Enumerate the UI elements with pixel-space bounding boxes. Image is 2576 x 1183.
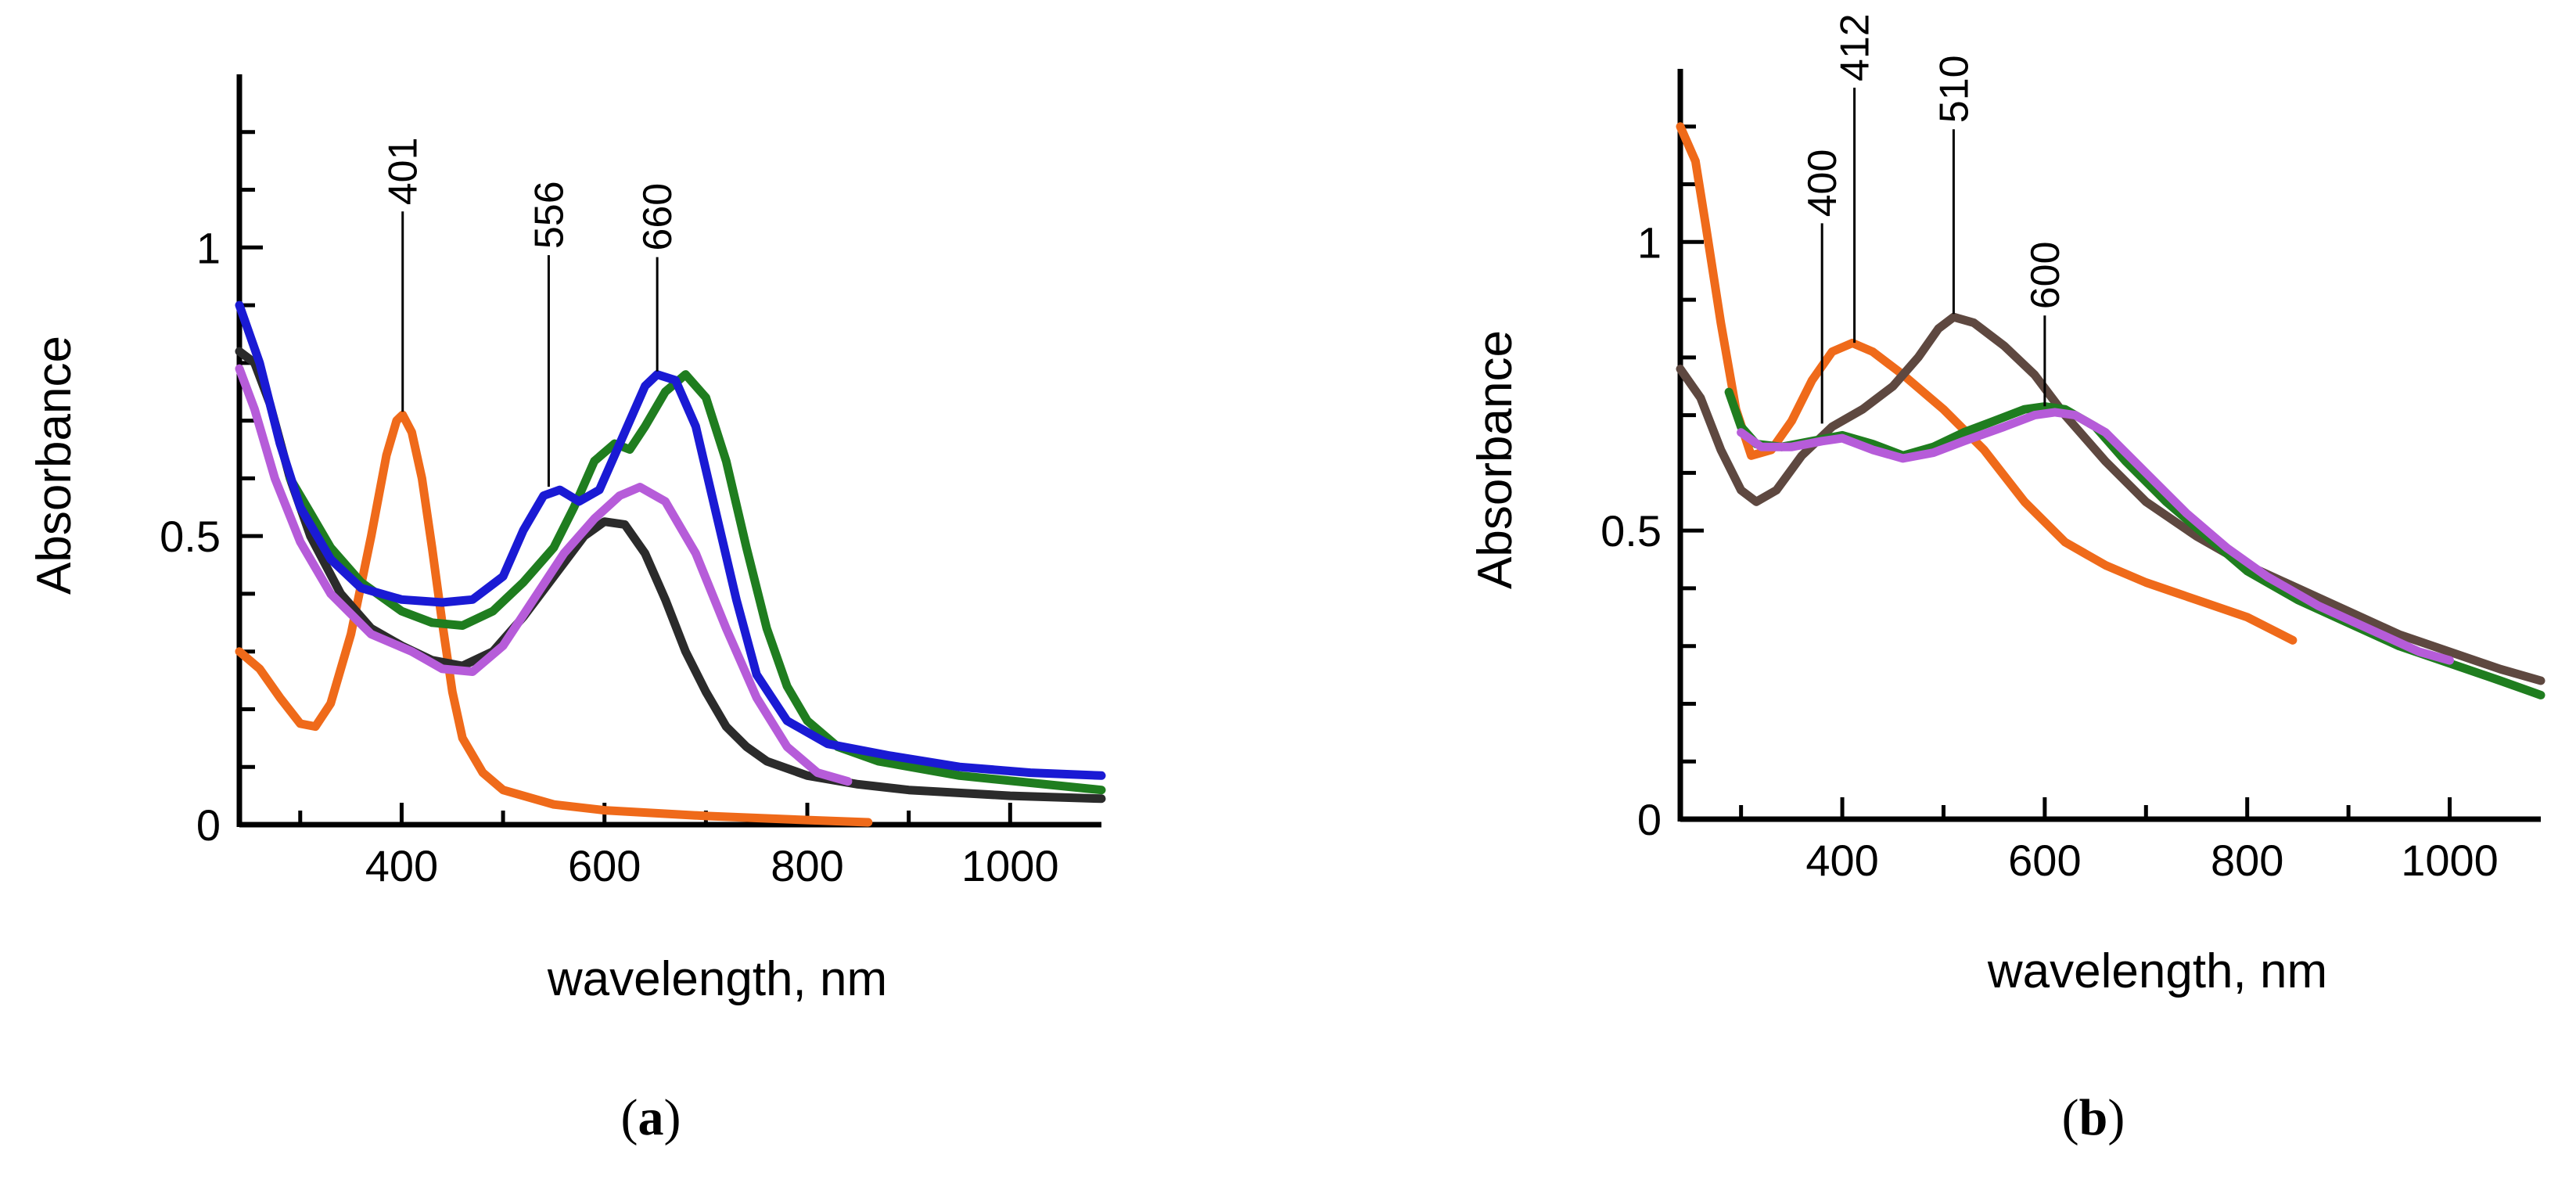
series-line-black <box>235 347 1106 804</box>
x-tick-label: 600 <box>568 841 641 890</box>
x-axis-label: wavelength, nm <box>547 952 887 1006</box>
panel-label: (b) <box>2062 1089 2125 1146</box>
x-tick-label: 1000 <box>961 841 1059 890</box>
series-line-violet <box>235 364 853 786</box>
y-tick-label: 0 <box>196 800 221 850</box>
x-tick-label: 400 <box>365 841 438 890</box>
series-line-green <box>286 370 1106 795</box>
annotation-label: 556 <box>526 181 572 249</box>
y-tick-label: 0.5 <box>160 512 221 561</box>
x-tick-label: 800 <box>2211 836 2283 885</box>
series-line-orange <box>1676 122 2298 645</box>
annotation-label: 600 <box>2023 241 2068 309</box>
series-line-brown <box>1676 312 2545 685</box>
annotation-label: 401 <box>381 137 426 205</box>
annotation-label: 412 <box>1833 13 1878 81</box>
annotation-label: 510 <box>1931 55 1977 123</box>
x-tick-label: 600 <box>2008 836 2081 885</box>
panel-b: 400 600 800 1000 0 0.5 1 wavelength, nm Absorban… <box>1468 13 2545 1146</box>
series-line-blue <box>235 300 1106 780</box>
series-line-violet <box>1737 408 2454 665</box>
y-tick-label: 0.5 <box>1601 506 1662 556</box>
x-tick-label: 800 <box>771 841 843 890</box>
panel-a: 400 600 800 1000 0 0.5 1 wavelength, nm Absorban… <box>27 74 1106 1146</box>
series-line-orange <box>235 410 873 827</box>
x-axis-label: wavelength, nm <box>1987 944 2327 998</box>
y-tick-label: 0 <box>1637 795 1662 844</box>
y-tick-label: 1 <box>1637 218 1662 267</box>
annotation-label: 400 <box>1800 149 1845 218</box>
y-tick-label: 1 <box>196 223 221 272</box>
x-tick-label: 1000 <box>2401 836 2499 885</box>
y-axis-label: Absorbance <box>1468 330 1522 589</box>
panel-label: (a) <box>621 1089 681 1146</box>
annotation-label: 660 <box>635 183 681 251</box>
x-tick-label: 400 <box>1805 836 1878 885</box>
y-axis-label: Absorbance <box>27 336 81 595</box>
